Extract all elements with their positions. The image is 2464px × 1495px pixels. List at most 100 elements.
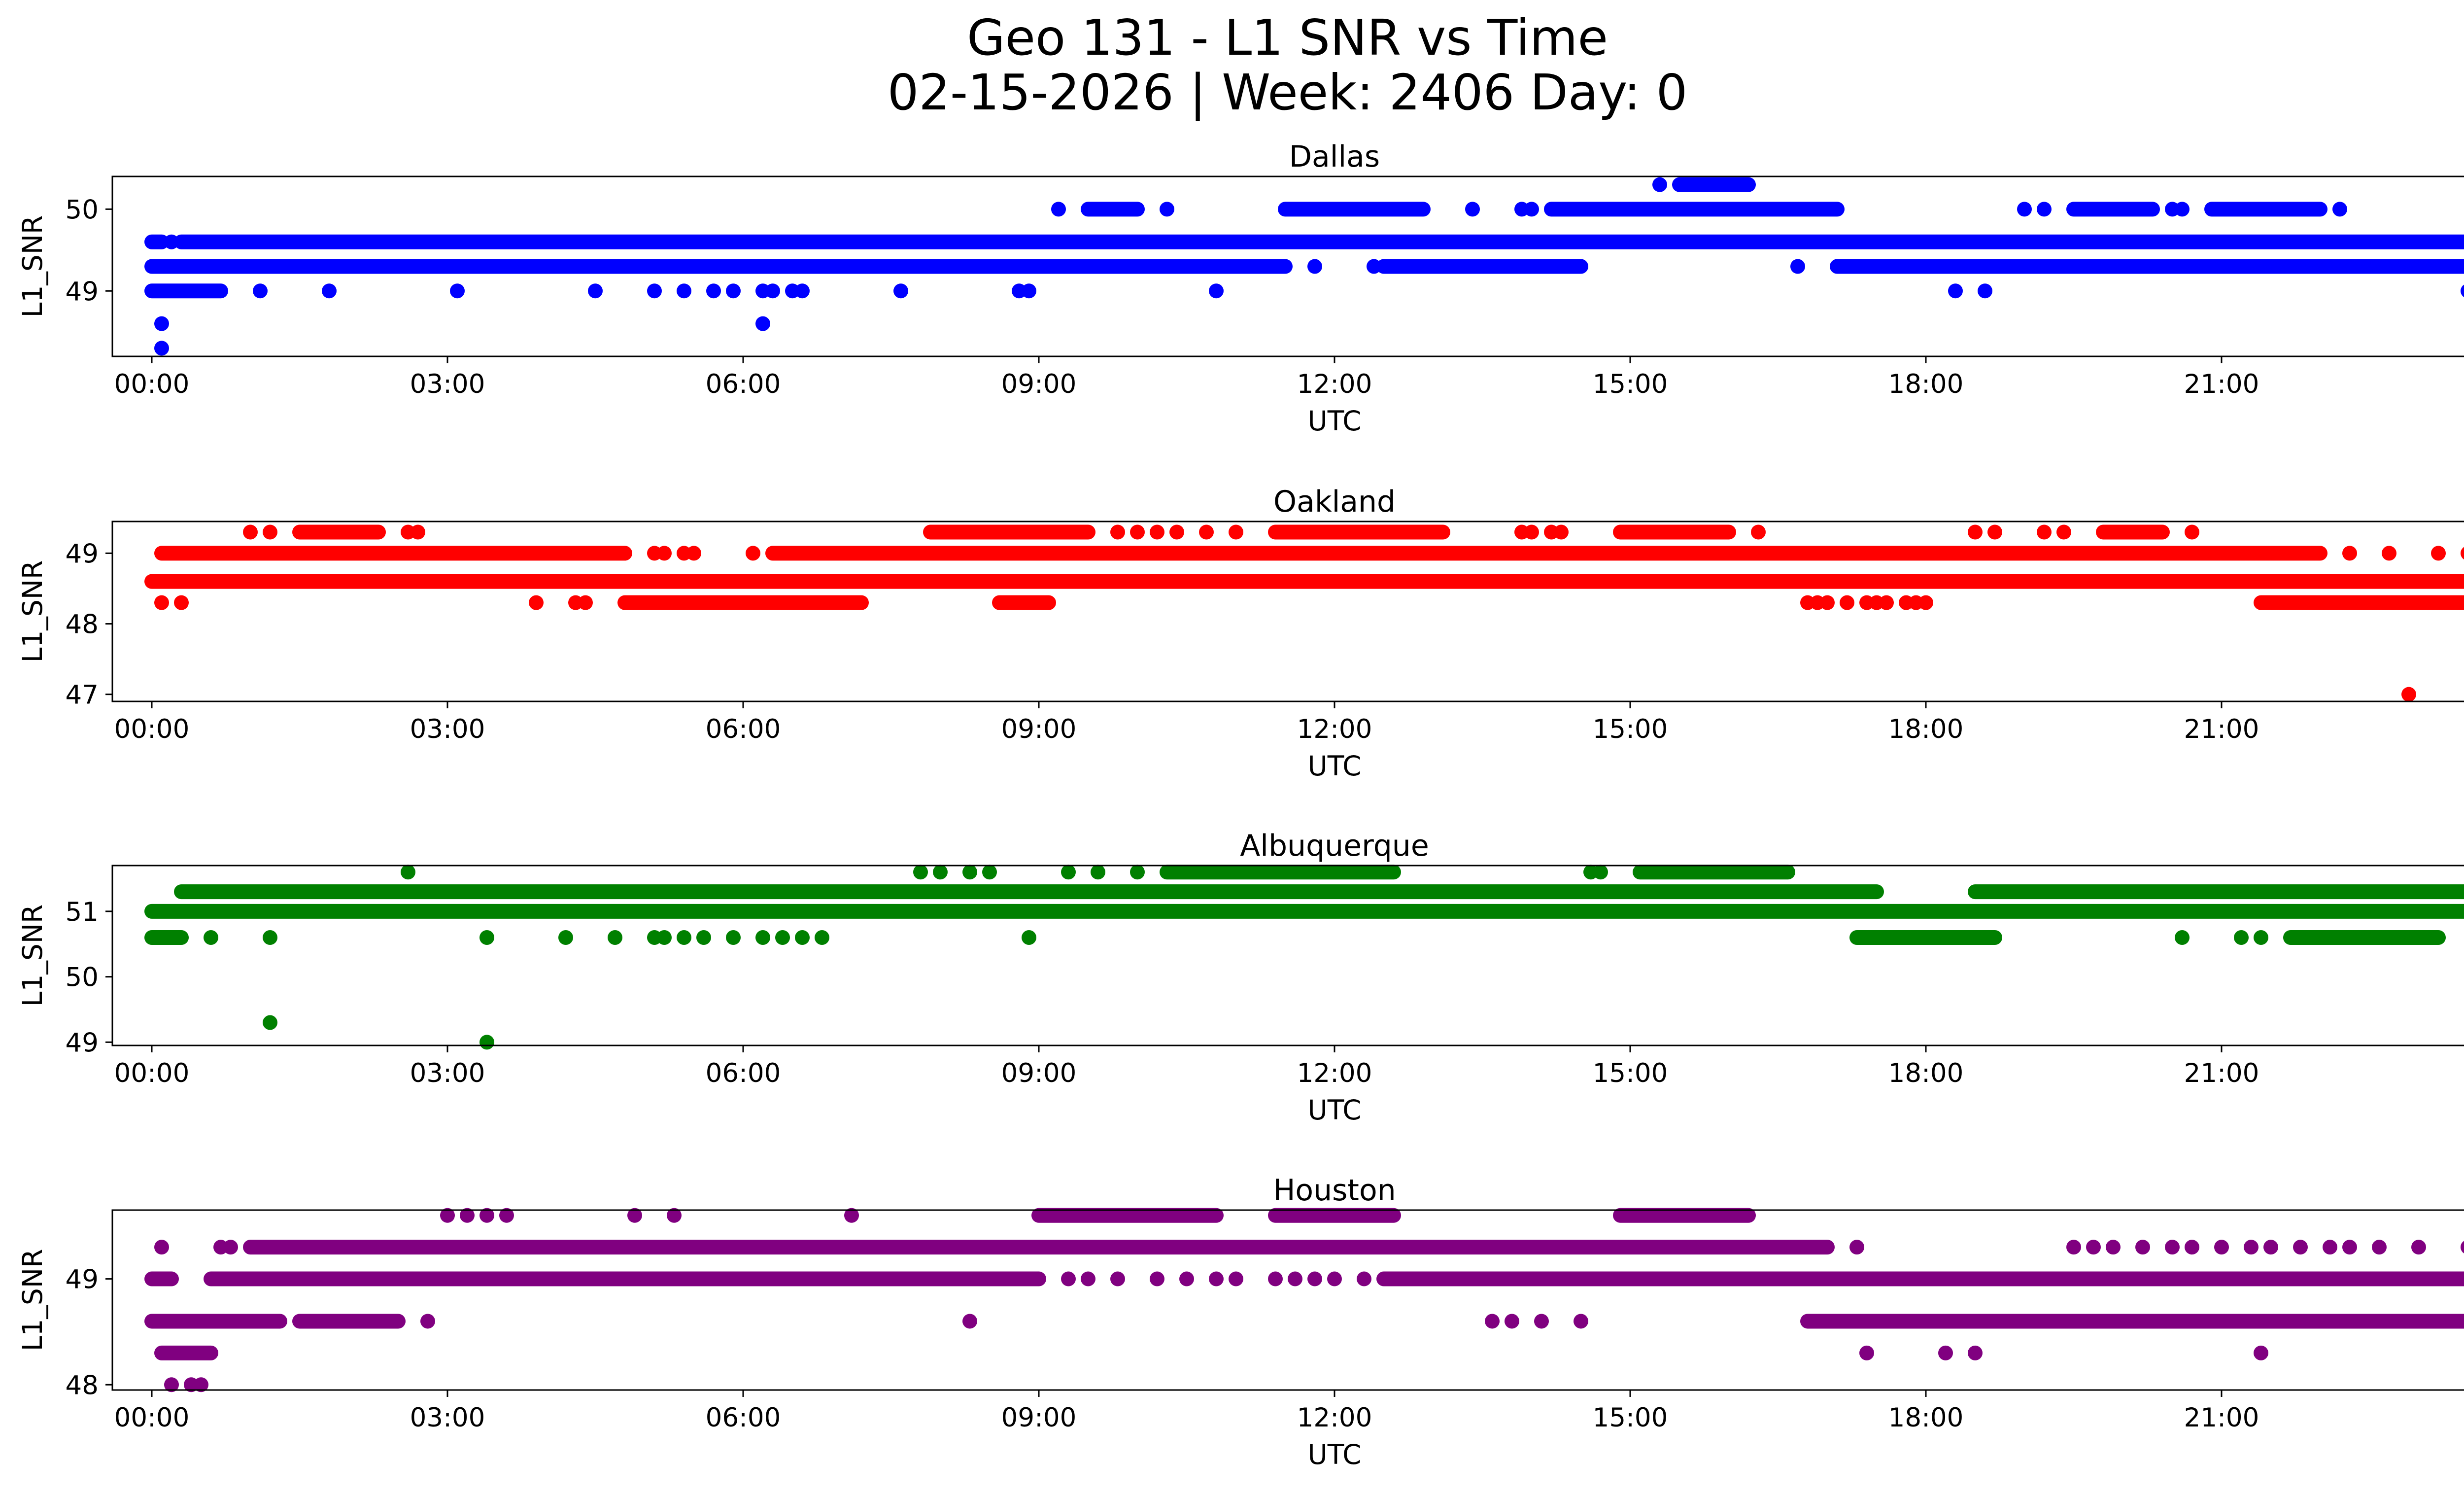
data-point (154, 1240, 169, 1255)
x-tick-label: 21:00 (2184, 369, 2259, 399)
data-point (893, 283, 908, 299)
data-point (1593, 865, 1608, 880)
data-point (2372, 1240, 2387, 1255)
x-tick-label: 15:00 (1593, 369, 1668, 399)
data-point (450, 283, 465, 299)
point-run (144, 574, 2464, 589)
data-point (1918, 595, 1933, 610)
data-point (1169, 524, 1184, 540)
data-point (2165, 1240, 2180, 1255)
data-point (1051, 202, 1066, 217)
y-tick-label: 48 (66, 1370, 99, 1400)
x-axis-label: UTC (1307, 405, 1361, 437)
data-point (154, 341, 169, 356)
data-point (243, 524, 258, 540)
data-point (2214, 1240, 2229, 1255)
point-run (1268, 524, 1450, 540)
x-tick-label: 00:00 (114, 1403, 190, 1433)
y-axis-label: L1_SNR (17, 215, 48, 317)
y-tick-label: 49 (66, 277, 99, 307)
x-axis-label: UTC (1307, 1094, 1361, 1126)
data-point (962, 865, 977, 880)
point-run (765, 546, 2327, 561)
data-point (657, 930, 672, 945)
data-point (1179, 1271, 1194, 1286)
subplot-title: Oakland (1273, 485, 1396, 519)
data-point (755, 930, 770, 945)
data-point (1968, 524, 1983, 540)
data-point (2382, 546, 2396, 561)
figure-title-line1: Geo 131 - L1 SNR vs Time (967, 9, 1608, 67)
data-point (1110, 1271, 1125, 1286)
data-point (154, 595, 169, 610)
y-tick-label: 50 (66, 963, 99, 993)
data-point (2342, 1240, 2357, 1255)
series-points (144, 524, 2464, 702)
data-point (322, 283, 337, 299)
data-point (1554, 524, 1569, 540)
subplot-dallas: Dallas 00:00 03:00 06:00 09:00 12:00 15:00 18:0… (17, 139, 2464, 437)
point-run (992, 595, 1056, 610)
data-point (1840, 595, 1854, 610)
data-point (913, 865, 928, 880)
x-tick-label: 18:00 (1888, 1403, 1964, 1433)
data-point (2037, 202, 2052, 217)
point-run (243, 1240, 1835, 1255)
x-tick-label: 00:00 (114, 1058, 190, 1088)
data-point (1859, 1345, 1874, 1360)
point-run (144, 904, 2464, 919)
data-point (657, 546, 672, 561)
point-run (154, 1345, 218, 1360)
x-tick-label: 12:00 (1297, 714, 1372, 744)
data-point (174, 595, 189, 610)
data-point (223, 1240, 238, 1255)
data-point (1327, 1271, 1342, 1286)
x-tick-label: 21:00 (2184, 714, 2259, 744)
data-point (1130, 524, 1145, 540)
data-point (479, 1035, 494, 1050)
data-point (440, 1208, 455, 1223)
data-point (1061, 865, 1076, 880)
y-tick-label: 49 (66, 539, 99, 569)
point-run (1544, 202, 1845, 217)
point-run (144, 259, 1293, 274)
x-tick-label: 21:00 (2184, 1058, 2259, 1088)
data-point (2017, 202, 2032, 217)
data-point (1209, 1271, 1224, 1286)
point-run (2066, 202, 2160, 217)
point-run (2254, 595, 2464, 610)
figure-title-line2: 02-15-2026 | Week: 2406 Day: 0 (887, 64, 1688, 121)
data-point (411, 524, 425, 540)
point-run (1849, 930, 2002, 945)
data-point (815, 930, 829, 945)
point-run (1613, 524, 1736, 540)
data-point (2293, 1240, 2308, 1255)
x-tick-label: 03:00 (410, 1403, 485, 1433)
data-point (696, 930, 711, 945)
point-run (1081, 202, 1145, 217)
point-run (292, 524, 386, 540)
subplot-houston: Houston 00:00 03:00 06:00 09:00 12:00 15:00 18:… (17, 1173, 2464, 1470)
point-run (144, 1314, 287, 1329)
data-point (2401, 687, 2416, 702)
data-point (263, 524, 277, 540)
axes-frame (111, 1209, 2464, 1391)
data-point (2431, 546, 2446, 561)
data-point (1652, 177, 1667, 192)
data-point (1879, 595, 1894, 610)
data-point (1150, 524, 1164, 540)
x-tick-label: 15:00 (1593, 1058, 1668, 1088)
data-point (460, 1208, 475, 1223)
data-point (1751, 524, 1766, 540)
x-tick-label: 12:00 (1297, 369, 1372, 399)
data-point (2411, 1240, 2426, 1255)
point-run (154, 546, 632, 561)
series-points (144, 865, 2464, 1050)
data-point (1978, 283, 1992, 299)
data-point (1790, 259, 1805, 274)
y-tick-label: 47 (66, 680, 99, 710)
point-run (1830, 259, 2464, 274)
point-run (1031, 1208, 1224, 1223)
data-point (2086, 1240, 2101, 1255)
